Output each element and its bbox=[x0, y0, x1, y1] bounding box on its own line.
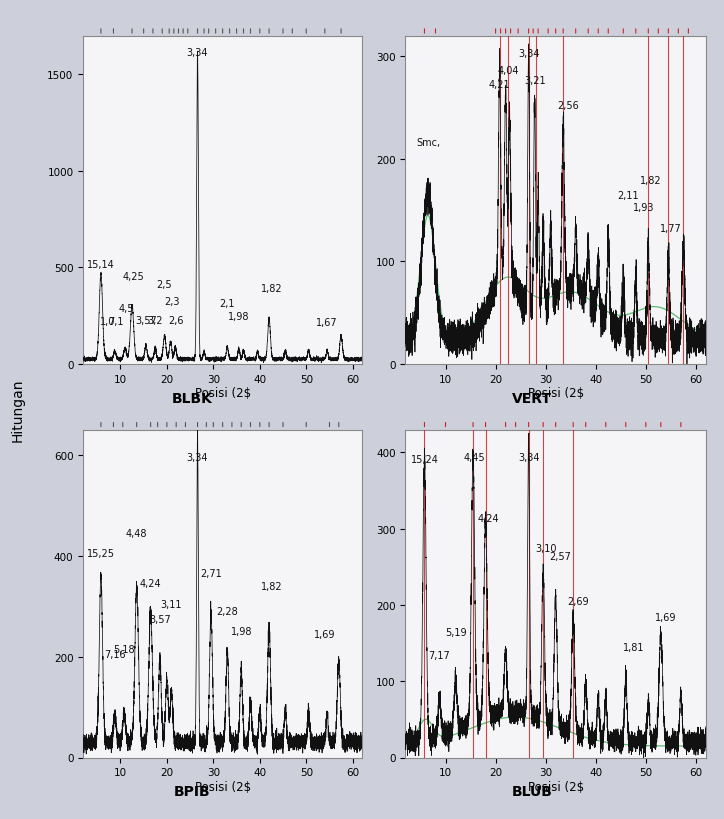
Text: 1,69: 1,69 bbox=[314, 629, 336, 639]
Text: 1,98: 1,98 bbox=[230, 627, 252, 636]
Text: 1,0: 1,0 bbox=[100, 317, 115, 327]
Text: 1,67: 1,67 bbox=[316, 318, 338, 328]
Text: 2,57: 2,57 bbox=[550, 551, 572, 561]
Text: 4,24: 4,24 bbox=[140, 579, 161, 589]
Text: 7,16: 7,16 bbox=[104, 649, 126, 659]
Text: 2,1: 2,1 bbox=[219, 299, 235, 309]
Text: 2,56: 2,56 bbox=[557, 101, 579, 111]
Text: 7,17: 7,17 bbox=[429, 650, 450, 660]
Text: 3,34: 3,34 bbox=[187, 453, 209, 463]
Text: 5,18: 5,18 bbox=[114, 645, 135, 654]
Text: Hitungan: Hitungan bbox=[11, 378, 25, 441]
Text: VERT: VERT bbox=[512, 391, 552, 405]
Text: 1,93: 1,93 bbox=[633, 203, 654, 213]
X-axis label: Posisi (2$: Posisi (2$ bbox=[195, 780, 251, 793]
X-axis label: Posisi (2$: Posisi (2$ bbox=[195, 387, 251, 400]
Text: 2,69: 2,69 bbox=[568, 597, 589, 607]
Text: 2,5: 2,5 bbox=[157, 279, 172, 289]
Text: 15,14: 15,14 bbox=[87, 260, 115, 270]
Text: Smc,: Smc, bbox=[416, 138, 440, 147]
X-axis label: Posisi (2$: Posisi (2$ bbox=[528, 387, 584, 400]
Text: BLUB: BLUB bbox=[512, 785, 552, 799]
Text: 15,24: 15,24 bbox=[411, 455, 439, 464]
Text: 5,19: 5,19 bbox=[445, 627, 466, 637]
X-axis label: Posisi (2$: Posisi (2$ bbox=[528, 780, 584, 793]
Text: 3,34: 3,34 bbox=[187, 48, 209, 58]
Text: 4,21: 4,21 bbox=[489, 80, 510, 90]
Text: 2,71: 2,71 bbox=[200, 568, 222, 579]
Text: 4,25: 4,25 bbox=[122, 272, 144, 282]
Text: 3,2: 3,2 bbox=[148, 316, 163, 326]
Text: 1,82: 1,82 bbox=[261, 581, 282, 591]
Text: 4,5: 4,5 bbox=[118, 303, 134, 314]
Text: 1,82: 1,82 bbox=[261, 283, 282, 293]
Text: 2,3: 2,3 bbox=[164, 296, 180, 306]
Text: 4,04: 4,04 bbox=[497, 66, 519, 76]
Text: 4,45: 4,45 bbox=[464, 452, 485, 462]
Text: 3,57: 3,57 bbox=[149, 614, 171, 624]
Text: 2,11: 2,11 bbox=[618, 191, 639, 201]
Text: 1,81: 1,81 bbox=[623, 642, 644, 653]
Text: 2,6: 2,6 bbox=[169, 316, 184, 326]
Text: 3,34: 3,34 bbox=[518, 49, 539, 59]
Text: 1,77: 1,77 bbox=[660, 224, 682, 233]
Text: 4,48: 4,48 bbox=[126, 528, 148, 538]
Text: 3,57: 3,57 bbox=[135, 316, 157, 326]
Text: BPIB: BPIB bbox=[174, 785, 210, 799]
Text: 3,11: 3,11 bbox=[161, 599, 182, 609]
Text: 1,69: 1,69 bbox=[655, 612, 677, 622]
Text: 4,24: 4,24 bbox=[477, 513, 499, 523]
Text: 3,10: 3,10 bbox=[535, 544, 557, 554]
Text: 2,28: 2,28 bbox=[216, 606, 238, 617]
Text: 1,98: 1,98 bbox=[228, 312, 250, 322]
Text: 3,21: 3,21 bbox=[524, 76, 545, 86]
Text: BLBK: BLBK bbox=[172, 391, 212, 405]
Text: 7,1: 7,1 bbox=[108, 317, 124, 327]
Text: 3,34: 3,34 bbox=[518, 452, 539, 462]
Text: 1,82: 1,82 bbox=[640, 175, 662, 185]
Text: 15,25: 15,25 bbox=[87, 549, 115, 559]
